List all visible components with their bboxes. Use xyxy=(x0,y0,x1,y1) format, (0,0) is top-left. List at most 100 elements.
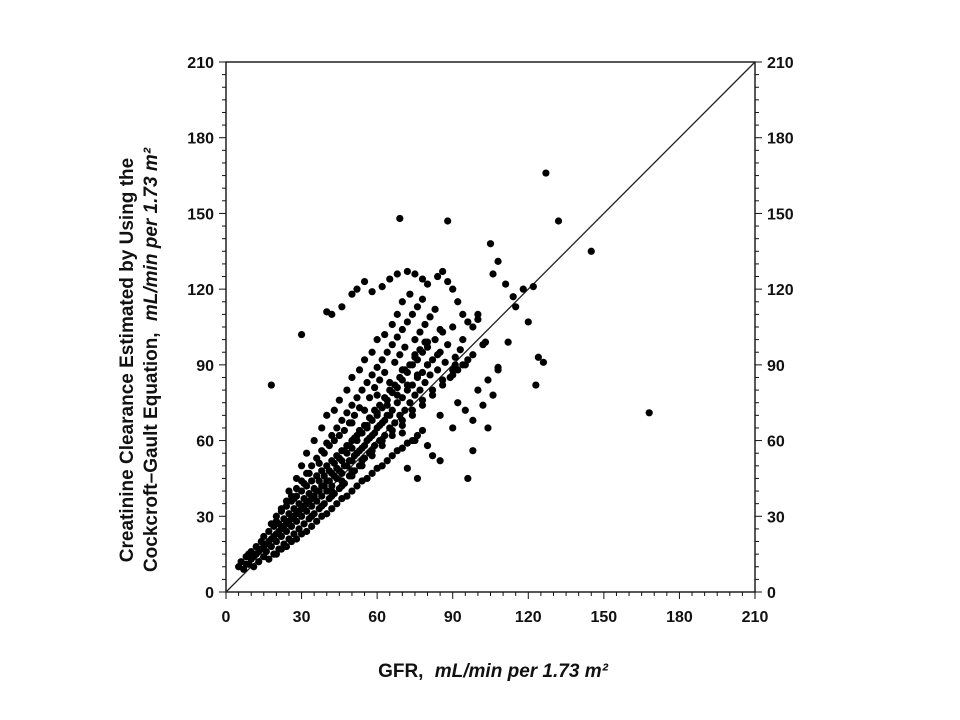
x-tick-label: 90 xyxy=(444,609,462,626)
x-axis-label-unit: mL/min per 1.73 m² xyxy=(435,661,609,682)
data-point xyxy=(444,341,452,349)
data-point xyxy=(469,351,477,359)
data-point xyxy=(474,386,482,394)
data-point xyxy=(353,482,361,490)
data-point xyxy=(318,502,326,510)
data-point xyxy=(260,532,268,541)
data-point xyxy=(348,472,356,480)
data-point xyxy=(355,366,364,374)
data-point xyxy=(423,338,432,346)
data-point xyxy=(333,500,341,508)
data-point xyxy=(388,431,396,440)
x-tick-label: 120 xyxy=(515,609,542,626)
data-point xyxy=(388,320,396,329)
y-tick-label-right: 0 xyxy=(767,585,776,602)
data-point xyxy=(411,391,419,399)
data-point xyxy=(426,313,434,321)
data-point xyxy=(303,449,311,457)
data-point xyxy=(439,267,447,276)
data-point xyxy=(431,305,439,313)
data-point xyxy=(403,381,411,389)
data-point xyxy=(300,502,308,510)
data-point xyxy=(459,336,467,344)
data-point xyxy=(413,474,422,483)
data-point xyxy=(459,310,467,318)
data-point xyxy=(393,270,401,278)
data-point xyxy=(323,411,331,419)
data-point xyxy=(330,406,338,414)
data-point xyxy=(403,267,411,276)
data-point xyxy=(368,288,376,296)
data-point xyxy=(449,285,457,293)
data-point xyxy=(411,336,419,344)
data-point xyxy=(260,542,268,551)
data-point xyxy=(532,381,540,389)
data-point xyxy=(423,361,432,369)
data-point xyxy=(451,353,459,361)
data-point xyxy=(406,399,414,407)
data-point xyxy=(272,517,280,525)
data-point xyxy=(403,318,411,326)
y-axis-label-line2: Cockcroft–Gault Equation, mL/min per 1.7… xyxy=(141,147,162,572)
data-point xyxy=(406,290,414,298)
data-point xyxy=(388,341,396,349)
x-tick-label: 30 xyxy=(293,609,311,626)
data-point xyxy=(418,426,427,435)
data-point xyxy=(388,452,396,460)
data-point xyxy=(368,469,376,477)
x-axis-label-main: GFR, xyxy=(378,661,423,682)
data-point xyxy=(383,401,391,409)
data-point xyxy=(308,462,316,470)
data-point xyxy=(373,411,381,419)
data-point xyxy=(328,310,336,318)
data-point xyxy=(343,386,351,394)
data-point xyxy=(645,409,653,417)
data-point xyxy=(340,426,348,435)
data-point xyxy=(418,275,427,283)
data-point xyxy=(272,512,280,520)
data-point xyxy=(408,406,417,414)
y-axis-label-line2-main: Cockcroft–Gault Equation, xyxy=(141,332,162,572)
data-point xyxy=(313,472,321,480)
data-point xyxy=(434,272,442,281)
data-point xyxy=(484,424,492,432)
data-point xyxy=(348,401,356,409)
data-point xyxy=(509,293,517,301)
data-point xyxy=(320,449,328,457)
data-point xyxy=(282,502,291,510)
data-point xyxy=(348,436,356,445)
data-point xyxy=(534,353,542,361)
data-point xyxy=(310,492,318,500)
data-point xyxy=(459,361,467,369)
data-point xyxy=(428,452,437,460)
data-point xyxy=(383,457,391,465)
x-tick-label: 0 xyxy=(222,609,231,626)
data-point xyxy=(350,452,359,460)
data-point xyxy=(282,542,291,551)
x-tick-label: 210 xyxy=(742,609,769,626)
data-point xyxy=(494,257,502,265)
data-point xyxy=(423,280,432,288)
data-point xyxy=(481,338,490,346)
data-point xyxy=(318,467,326,475)
data-point xyxy=(305,497,313,505)
data-point xyxy=(539,358,548,366)
data-point xyxy=(408,361,417,369)
data-point xyxy=(504,338,512,346)
data-point xyxy=(428,356,437,364)
data-point xyxy=(469,447,477,455)
data-point xyxy=(512,303,520,311)
data-point xyxy=(325,442,333,450)
y-tick-label-right: 150 xyxy=(767,206,794,223)
data-point xyxy=(408,381,417,389)
data-point xyxy=(386,378,394,387)
data-point xyxy=(393,310,401,318)
y-tick-label-right: 30 xyxy=(767,509,785,526)
data-point xyxy=(297,487,306,495)
data-point xyxy=(358,462,366,470)
data-point xyxy=(474,315,482,324)
data-point xyxy=(297,462,306,470)
data-point xyxy=(285,517,293,525)
y-axis-label-line2-unit: mL/min per 1.73 m² xyxy=(141,147,162,321)
data-point xyxy=(428,386,437,394)
